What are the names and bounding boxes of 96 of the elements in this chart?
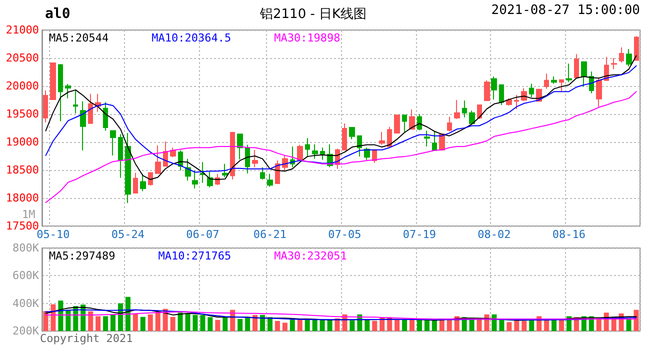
candlestick — [514, 94, 519, 110]
candlestick — [544, 73, 549, 90]
candlestick — [230, 131, 235, 180]
candlestick — [469, 110, 475, 126]
candlestick — [424, 130, 430, 147]
candlestick — [260, 166, 265, 180]
candlestick — [417, 114, 422, 131]
candlestick — [379, 131, 385, 146]
y-tick-label: 200K — [12, 324, 40, 338]
candlestick — [596, 77, 602, 108]
text: MA30:232051 — [274, 250, 347, 262]
y-tick-label: 19000 — [6, 136, 39, 148]
candlestick — [402, 114, 407, 132]
candlestick — [170, 147, 176, 158]
candlestick — [50, 62, 56, 100]
candlestick — [297, 144, 303, 160]
text: Copyright 2021 — [40, 332, 133, 345]
x-tick-label: 07-19 — [402, 228, 436, 241]
candlestick — [148, 172, 153, 186]
candlestick — [252, 149, 258, 168]
x-tick-label: 08-16 — [552, 228, 586, 241]
candlestick — [245, 144, 250, 174]
candlestick — [409, 109, 415, 130]
candlestick — [357, 135, 362, 158]
y-tick-label: 21000 — [6, 24, 39, 36]
candlestick — [559, 79, 564, 92]
x-tick-label: 08-02 — [478, 228, 511, 241]
candlestick — [80, 100, 86, 151]
candlestick — [342, 123, 347, 150]
candlestick — [207, 171, 213, 188]
x-tick-label: 07-05 — [328, 228, 362, 241]
text: 2021-08-27 15:00:00 — [491, 3, 640, 18]
candlestick — [499, 84, 504, 106]
candlestick — [454, 100, 460, 120]
y-tick-label: 800K — [12, 242, 40, 254]
candlestick — [133, 172, 138, 194]
text: MA5:20544 — [49, 32, 109, 44]
candlestick — [349, 126, 355, 140]
candlestick — [267, 173, 273, 188]
candlestick — [626, 48, 632, 67]
candlestick — [43, 90, 48, 123]
y-tick-label: 18000 — [6, 192, 39, 204]
y-tick-label: 19500 — [6, 108, 39, 120]
candlestick — [125, 132, 131, 204]
candlestick — [394, 114, 400, 134]
candlestick — [140, 173, 146, 192]
candlestick — [634, 36, 639, 61]
candlestick — [529, 83, 534, 98]
text: MA10:271765 — [158, 250, 232, 262]
candlestick — [155, 144, 161, 174]
candlestick — [192, 170, 198, 189]
candlestick — [506, 98, 512, 106]
line-series — [45, 91, 637, 203]
chart-subtitle: al0 — [45, 6, 70, 22]
candlestick — [447, 116, 452, 132]
candlestick — [477, 104, 482, 120]
candlestick — [275, 160, 280, 184]
candlestick — [574, 54, 579, 79]
candlestick — [118, 134, 123, 178]
x-tick-label: 06-21 — [253, 228, 287, 241]
candlestick — [200, 162, 205, 184]
text: MA10:20364.5 — [152, 32, 232, 44]
candlestick — [619, 46, 624, 63]
candlestick — [611, 58, 617, 70]
chart-title: 铝2110 - 日K线图 — [259, 7, 367, 22]
text: MA30:19898 — [274, 32, 340, 44]
y-tick-label: 400K — [12, 296, 40, 310]
y-tick-label: 18500 — [6, 164, 39, 176]
candlestick — [320, 147, 325, 160]
candlestick — [484, 80, 490, 102]
candlestick — [387, 126, 392, 147]
candlestick — [432, 130, 437, 151]
candlestick — [88, 93, 93, 124]
candlestick — [110, 130, 116, 156]
text: MA5:297489 — [49, 250, 116, 262]
candlestick — [103, 102, 108, 132]
candlestick — [581, 61, 587, 88]
candlestick — [551, 76, 557, 84]
y-tick-label: 17500 — [6, 220, 39, 232]
candlestick — [491, 76, 497, 100]
text: 1M — [22, 208, 36, 221]
candlestick — [305, 138, 310, 158]
x-tick-label: 05-10 — [36, 228, 70, 241]
x-tick-label: 05-24 — [111, 228, 145, 241]
y-tick-label: 20000 — [6, 80, 39, 92]
candlestick — [222, 163, 228, 178]
y-tick-label: 20500 — [6, 52, 39, 64]
candlestick — [462, 100, 467, 118]
candlestick — [58, 64, 63, 122]
candlestick — [237, 134, 243, 160]
candlestick — [73, 90, 78, 114]
candlestick — [65, 83, 71, 99]
candlestick — [566, 63, 572, 83]
candlestick — [312, 144, 318, 160]
x-tick-label: 06-07 — [186, 228, 220, 241]
y-tick-label: 600K — [12, 269, 40, 282]
